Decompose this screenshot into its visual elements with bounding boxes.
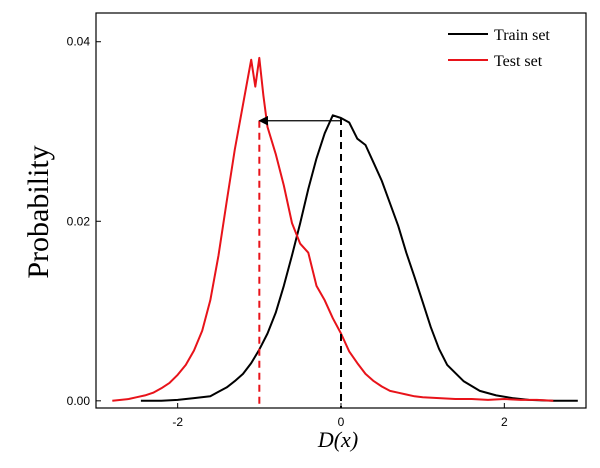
test-set-line	[112, 56, 554, 402]
x-axis-ticks: -2 0 2	[172, 403, 508, 429]
x-tick-label: 0	[338, 415, 345, 429]
y-tick-label: 0.04	[67, 35, 91, 49]
legend: Train set Test set	[448, 27, 550, 70]
legend-label-test: Test set	[494, 53, 543, 70]
series-layer	[112, 56, 578, 402]
train-set-line	[140, 114, 578, 402]
annotation-layer	[258, 115, 342, 408]
x-axis-title: D(x)	[317, 427, 358, 452]
x-tick-label: 2	[501, 415, 508, 429]
y-axis-ticks: 0.00 0.02 0.04	[67, 35, 101, 408]
legend-label-train: Train set	[494, 27, 550, 44]
x-tick-label: -2	[172, 415, 183, 429]
y-tick-label: 0.00	[67, 394, 91, 408]
y-tick-label: 0.02	[67, 214, 91, 228]
y-axis-title: Probability	[22, 145, 55, 278]
